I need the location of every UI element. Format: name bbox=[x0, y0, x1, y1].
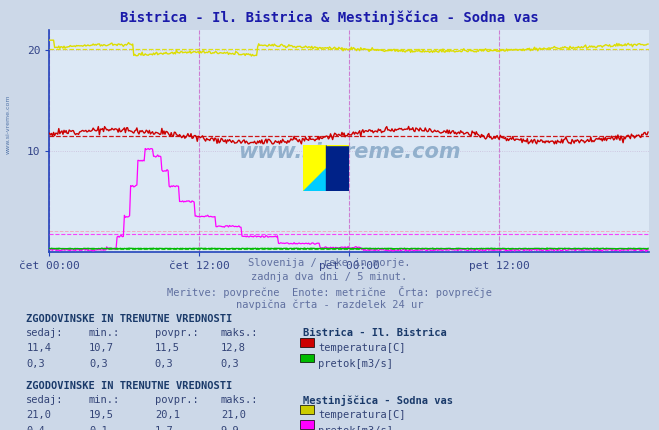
Text: 0,4: 0,4 bbox=[26, 426, 45, 430]
Polygon shape bbox=[303, 144, 349, 191]
Text: maks.:: maks.: bbox=[221, 395, 258, 405]
Polygon shape bbox=[303, 144, 326, 168]
Text: 21,0: 21,0 bbox=[221, 410, 246, 420]
Text: 1,7: 1,7 bbox=[155, 426, 173, 430]
Polygon shape bbox=[303, 168, 326, 191]
Text: min.:: min.: bbox=[89, 395, 120, 405]
Text: temperatura[C]: temperatura[C] bbox=[318, 343, 406, 353]
Text: 10,7: 10,7 bbox=[89, 343, 114, 353]
Text: www.si-vreme.com: www.si-vreme.com bbox=[6, 95, 11, 154]
Text: maks.:: maks.: bbox=[221, 328, 258, 338]
Text: min.:: min.: bbox=[89, 328, 120, 338]
Text: sedaj:: sedaj: bbox=[26, 328, 64, 338]
Text: sedaj:: sedaj: bbox=[26, 395, 64, 405]
Polygon shape bbox=[303, 144, 349, 191]
Polygon shape bbox=[326, 144, 349, 191]
Text: 11,5: 11,5 bbox=[155, 343, 180, 353]
Text: Slovenija / reke in morje.: Slovenija / reke in morje. bbox=[248, 258, 411, 268]
Text: pretok[m3/s]: pretok[m3/s] bbox=[318, 426, 393, 430]
Text: 0,3: 0,3 bbox=[26, 359, 45, 369]
Text: Bistrica - Il. Bistrica & Mestinjščica - Sodna vas: Bistrica - Il. Bistrica & Mestinjščica -… bbox=[120, 11, 539, 25]
Text: 0,3: 0,3 bbox=[155, 359, 173, 369]
Text: povpr.:: povpr.: bbox=[155, 328, 198, 338]
Text: povpr.:: povpr.: bbox=[155, 395, 198, 405]
Text: 12,8: 12,8 bbox=[221, 343, 246, 353]
Text: 9,9: 9,9 bbox=[221, 426, 239, 430]
Text: 11,4: 11,4 bbox=[26, 343, 51, 353]
Text: temperatura[C]: temperatura[C] bbox=[318, 410, 406, 420]
Text: navpična črta - razdelek 24 ur: navpična črta - razdelek 24 ur bbox=[236, 299, 423, 310]
Text: ZGODOVINSKE IN TRENUTNE VREDNOSTI: ZGODOVINSKE IN TRENUTNE VREDNOSTI bbox=[26, 381, 233, 391]
Text: 19,5: 19,5 bbox=[89, 410, 114, 420]
Text: pretok[m3/s]: pretok[m3/s] bbox=[318, 359, 393, 369]
Text: zadnja dva dni / 5 minut.: zadnja dva dni / 5 minut. bbox=[251, 272, 408, 282]
Text: 20,1: 20,1 bbox=[155, 410, 180, 420]
Text: 0,1: 0,1 bbox=[89, 426, 107, 430]
Text: ZGODOVINSKE IN TRENUTNE VREDNOSTI: ZGODOVINSKE IN TRENUTNE VREDNOSTI bbox=[26, 314, 233, 324]
Text: Meritve: povprečne  Enote: metrične  Črta: povprečje: Meritve: povprečne Enote: metrične Črta:… bbox=[167, 286, 492, 298]
Text: 0,3: 0,3 bbox=[221, 359, 239, 369]
Polygon shape bbox=[303, 168, 326, 191]
Text: www.si-vreme.com: www.si-vreme.com bbox=[238, 142, 461, 162]
Text: Mestinjščica - Sodna vas: Mestinjščica - Sodna vas bbox=[303, 395, 453, 405]
Polygon shape bbox=[326, 144, 349, 191]
Text: 0,3: 0,3 bbox=[89, 359, 107, 369]
Polygon shape bbox=[303, 144, 326, 168]
Text: Bistrica - Il. Bistrica: Bistrica - Il. Bistrica bbox=[303, 328, 447, 338]
Text: 21,0: 21,0 bbox=[26, 410, 51, 420]
